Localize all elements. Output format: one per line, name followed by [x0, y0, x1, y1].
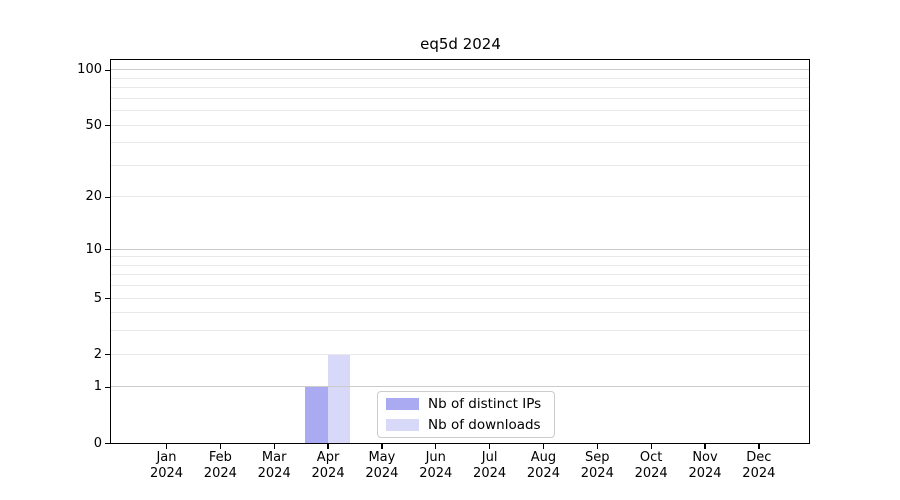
x-tick-month: Dec [746, 450, 772, 465]
x-tick-year: 2024 [203, 465, 237, 481]
major-gridline [111, 386, 809, 388]
x-tick-mark [542, 444, 545, 449]
y-tick-mark [104, 442, 111, 445]
y-tick-mark [104, 196, 111, 198]
y-tick-label: 2 [93, 346, 102, 362]
x-tick-month: Oct [639, 450, 663, 465]
minor-gridline [111, 353, 809, 355]
x-tick-label: Feb 2024 [189, 450, 251, 481]
x-tick-label: Sep 2024 [566, 450, 628, 481]
x-tick-month: May [368, 450, 396, 465]
x-tick-mark [704, 444, 706, 449]
x-tick-mark [650, 444, 652, 449]
x-tick-label: Jan 2024 [136, 450, 198, 481]
minor-gridline [111, 330, 809, 332]
y-tick-mark [104, 69, 111, 71]
x-tick-year: 2024 [365, 465, 399, 481]
y-tick-mark [104, 298, 111, 300]
plot-area [110, 59, 810, 444]
x-tick-label: Apr 2024 [297, 450, 359, 481]
x-tick-label: Oct 2024 [620, 450, 682, 481]
y-tick-mark [104, 386, 111, 389]
major-gridline [111, 69, 809, 71]
y-tick-label: 50 [85, 117, 102, 133]
legend-swatch [386, 398, 419, 410]
y-tick-label: 1 [93, 379, 102, 395]
y-tick-label: 20 [85, 189, 102, 205]
x-tick-year: 2024 [634, 465, 668, 481]
legend-label: Nb of downloads [428, 417, 541, 433]
minor-gridline [111, 256, 809, 258]
x-tick-year: 2024 [311, 465, 345, 481]
x-tick-year: 2024 [419, 465, 453, 481]
x-tick-month: Sep [585, 450, 610, 465]
x-tick-mark [381, 444, 383, 449]
x-tick-mark [758, 444, 760, 449]
x-tick-month: Jul [481, 450, 498, 465]
legend: Nb of distinct IPs Nb of downloads [377, 391, 555, 438]
x-tick-month: Apr [316, 450, 340, 465]
x-tick-month: Aug [530, 450, 557, 465]
x-tick-mark [219, 444, 222, 449]
chart-title: eq5d 2024 [420, 35, 501, 53]
minor-gridline [111, 142, 809, 144]
x-tick-label: Aug 2024 [512, 450, 574, 481]
legend-swatch [386, 419, 419, 431]
minor-gridline [111, 274, 809, 276]
y-tick-mark [104, 354, 111, 356]
x-tick-month: Jun [425, 450, 446, 465]
x-tick-year: 2024 [257, 465, 291, 481]
x-tick-mark [596, 444, 598, 449]
x-tick-year: 2024 [742, 465, 776, 481]
x-tick-mark [435, 444, 437, 449]
major-gridline [111, 248, 809, 250]
y-tick-label: 100 [77, 62, 102, 78]
legend-item: Nb of downloads [386, 417, 546, 433]
legend-item: Nb of distinct IPs [386, 396, 546, 412]
minor-gridline [111, 164, 809, 166]
x-tick-month: Nov [692, 450, 718, 465]
y-tick-label: 10 [85, 241, 102, 257]
x-tick-year: 2024 [149, 465, 184, 481]
bar-distinct-ips [305, 386, 328, 443]
x-tick-label: Jun 2024 [405, 450, 467, 481]
minor-gridline [111, 312, 809, 314]
minor-gridline [111, 196, 809, 198]
minor-gridline [111, 285, 809, 287]
x-tick-year: 2024 [473, 465, 507, 481]
y-tick-mark [104, 248, 111, 251]
x-tick-label: Mar 2024 [243, 450, 305, 481]
x-tick-mark [327, 444, 329, 449]
legend-label: Nb of distinct IPs [428, 396, 542, 412]
x-tick-mark [165, 444, 168, 449]
x-tick-year: 2024 [526, 465, 560, 481]
x-tick-mark [489, 444, 491, 449]
minor-gridline [111, 87, 809, 89]
x-tick-year: 2024 [580, 465, 614, 481]
x-tick-month: Feb [208, 450, 232, 465]
y-tick-mark [104, 124, 111, 127]
minor-gridline [111, 297, 809, 299]
x-tick-month: Mar [261, 450, 287, 465]
x-tick-label: May 2024 [351, 450, 413, 481]
minor-gridline [111, 97, 809, 99]
y-tick-label: 5 [93, 290, 102, 306]
x-tick-mark [273, 444, 275, 449]
x-tick-month: Jan [156, 450, 177, 465]
x-tick-label: Nov 2024 [674, 450, 736, 481]
x-tick-label: Jul 2024 [459, 450, 521, 481]
minor-gridline [111, 110, 809, 112]
minor-gridline [111, 264, 809, 266]
minor-gridline [111, 124, 809, 126]
x-tick-label: Dec 2024 [728, 450, 790, 481]
minor-gridline [111, 77, 809, 79]
y-tick-label: 0 [93, 435, 102, 451]
bar-downloads [327, 354, 350, 443]
x-tick-year: 2024 [688, 465, 722, 481]
